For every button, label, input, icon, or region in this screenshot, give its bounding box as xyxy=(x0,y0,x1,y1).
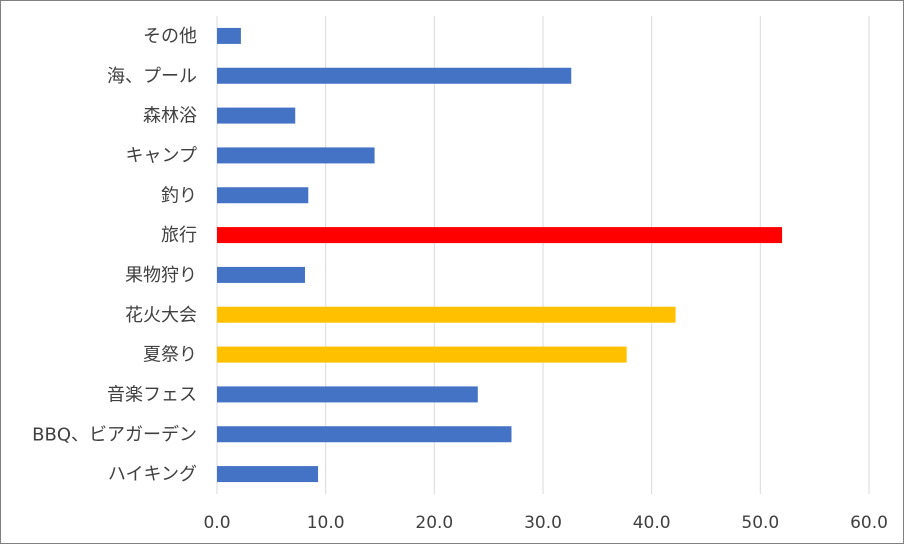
bar xyxy=(217,266,306,283)
category-label: キャンプ xyxy=(126,145,197,166)
category-label: BBQ、ビアガーデン xyxy=(32,424,197,445)
category-label: 音楽フェス xyxy=(107,384,197,405)
x-axis-tick-labels: 0.0 10.0 20.0 30.0 40.0 50.0 60.0 xyxy=(203,513,887,533)
bar xyxy=(217,67,572,84)
bar xyxy=(217,147,375,164)
bar xyxy=(217,27,241,44)
gridlines xyxy=(216,16,870,494)
bar xyxy=(217,426,512,443)
category-label: その他 xyxy=(143,26,197,47)
category-label: 釣り xyxy=(161,185,197,206)
x-tick-label: 30.0 xyxy=(524,513,562,533)
x-tick-label: 0.0 xyxy=(203,513,230,533)
x-tick-label: 60.0 xyxy=(850,513,888,533)
category-label: 夏祭り xyxy=(143,345,197,366)
x-tick-label: 20.0 xyxy=(415,513,453,533)
bar xyxy=(217,466,319,483)
bar xyxy=(217,346,627,363)
x-tick-label: 50.0 xyxy=(741,513,779,533)
bars xyxy=(217,27,783,483)
x-tick-label: 10.0 xyxy=(307,513,345,533)
bar xyxy=(217,227,783,244)
bar xyxy=(217,386,478,403)
category-label: 海、プール xyxy=(107,66,197,87)
category-label: ハイキング xyxy=(108,464,197,485)
bar xyxy=(217,187,309,204)
category-label: 花火大会 xyxy=(125,305,197,326)
x-tick-label: 40.0 xyxy=(633,513,671,533)
category-label: 果物狩り xyxy=(125,265,197,286)
category-label: 旅行 xyxy=(161,225,197,246)
bar xyxy=(217,107,296,124)
bar xyxy=(217,306,676,323)
category-label: 森林浴 xyxy=(143,106,197,127)
